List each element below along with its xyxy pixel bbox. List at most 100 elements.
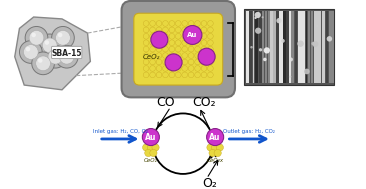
Circle shape xyxy=(55,45,78,68)
Circle shape xyxy=(38,58,42,63)
Circle shape xyxy=(188,40,194,46)
Circle shape xyxy=(156,66,162,71)
Circle shape xyxy=(150,59,156,65)
Circle shape xyxy=(195,66,201,71)
Text: CeO₂: CeO₂ xyxy=(144,158,158,163)
Circle shape xyxy=(175,72,181,78)
Circle shape xyxy=(262,16,264,18)
Circle shape xyxy=(56,30,70,45)
Circle shape xyxy=(182,40,187,46)
Circle shape xyxy=(264,47,270,53)
Circle shape xyxy=(45,40,49,45)
Bar xyxy=(320,11,321,83)
FancyBboxPatch shape xyxy=(134,13,223,85)
Circle shape xyxy=(150,72,156,78)
Circle shape xyxy=(183,26,202,44)
Circle shape xyxy=(208,27,213,33)
Circle shape xyxy=(163,66,168,71)
Circle shape xyxy=(188,59,194,65)
Circle shape xyxy=(143,72,149,78)
Bar xyxy=(314,11,315,83)
Circle shape xyxy=(150,40,156,46)
Circle shape xyxy=(29,30,44,45)
Circle shape xyxy=(163,59,168,65)
Circle shape xyxy=(150,149,157,157)
Circle shape xyxy=(188,72,194,78)
Circle shape xyxy=(195,33,201,39)
Circle shape xyxy=(201,27,207,33)
Circle shape xyxy=(163,33,168,39)
Circle shape xyxy=(182,33,187,39)
Circle shape xyxy=(150,66,156,71)
Circle shape xyxy=(297,40,304,47)
Circle shape xyxy=(182,66,187,71)
Circle shape xyxy=(201,72,207,78)
Circle shape xyxy=(44,45,67,68)
Circle shape xyxy=(32,52,55,75)
Circle shape xyxy=(182,59,187,65)
Circle shape xyxy=(143,27,149,33)
Circle shape xyxy=(175,40,181,46)
Circle shape xyxy=(61,52,66,56)
Bar xyxy=(270,11,273,83)
Text: Inlet gas: H₂, CO, O₂: Inlet gas: H₂, CO, O₂ xyxy=(93,129,147,134)
Circle shape xyxy=(143,53,149,58)
Bar xyxy=(276,11,279,83)
Circle shape xyxy=(143,144,150,151)
Bar xyxy=(306,11,307,83)
Circle shape xyxy=(208,33,213,39)
Circle shape xyxy=(195,40,201,46)
Circle shape xyxy=(19,41,42,63)
Circle shape xyxy=(163,53,168,58)
FancyBboxPatch shape xyxy=(122,1,235,97)
Circle shape xyxy=(281,39,285,43)
Circle shape xyxy=(326,36,332,42)
Bar xyxy=(316,11,320,83)
Text: CO₂: CO₂ xyxy=(192,96,216,109)
Circle shape xyxy=(208,46,213,52)
Circle shape xyxy=(156,27,162,33)
Circle shape xyxy=(270,48,273,51)
Circle shape xyxy=(214,149,221,157)
Circle shape xyxy=(23,45,38,59)
Circle shape xyxy=(207,144,214,151)
Circle shape xyxy=(195,59,201,65)
Bar xyxy=(259,11,262,83)
Circle shape xyxy=(156,72,162,78)
Text: CeO₂: CeO₂ xyxy=(143,54,161,60)
Circle shape xyxy=(165,54,182,71)
Circle shape xyxy=(289,75,291,78)
Circle shape xyxy=(182,21,187,26)
Circle shape xyxy=(163,21,168,26)
Circle shape xyxy=(169,46,175,52)
Circle shape xyxy=(143,46,149,52)
Circle shape xyxy=(276,18,282,23)
Bar xyxy=(279,11,283,83)
Bar xyxy=(253,11,254,83)
Circle shape xyxy=(188,33,194,39)
Text: Au: Au xyxy=(145,132,157,142)
Circle shape xyxy=(58,33,62,37)
Circle shape xyxy=(36,56,51,71)
Circle shape xyxy=(156,53,162,58)
Circle shape xyxy=(208,66,213,71)
Circle shape xyxy=(163,40,168,46)
Text: CO: CO xyxy=(157,96,175,109)
Circle shape xyxy=(151,31,168,48)
Circle shape xyxy=(182,27,187,33)
Circle shape xyxy=(300,36,305,41)
Circle shape xyxy=(201,53,207,58)
Text: SBA-15: SBA-15 xyxy=(52,49,82,58)
Circle shape xyxy=(50,52,55,56)
Circle shape xyxy=(143,40,149,46)
Circle shape xyxy=(175,59,181,65)
Circle shape xyxy=(195,53,201,58)
Circle shape xyxy=(311,42,314,45)
Bar xyxy=(244,9,334,85)
Circle shape xyxy=(195,21,201,26)
Text: Au: Au xyxy=(209,132,221,142)
Circle shape xyxy=(175,66,181,71)
Circle shape xyxy=(254,17,257,19)
Circle shape xyxy=(143,33,149,39)
Circle shape xyxy=(209,149,216,157)
